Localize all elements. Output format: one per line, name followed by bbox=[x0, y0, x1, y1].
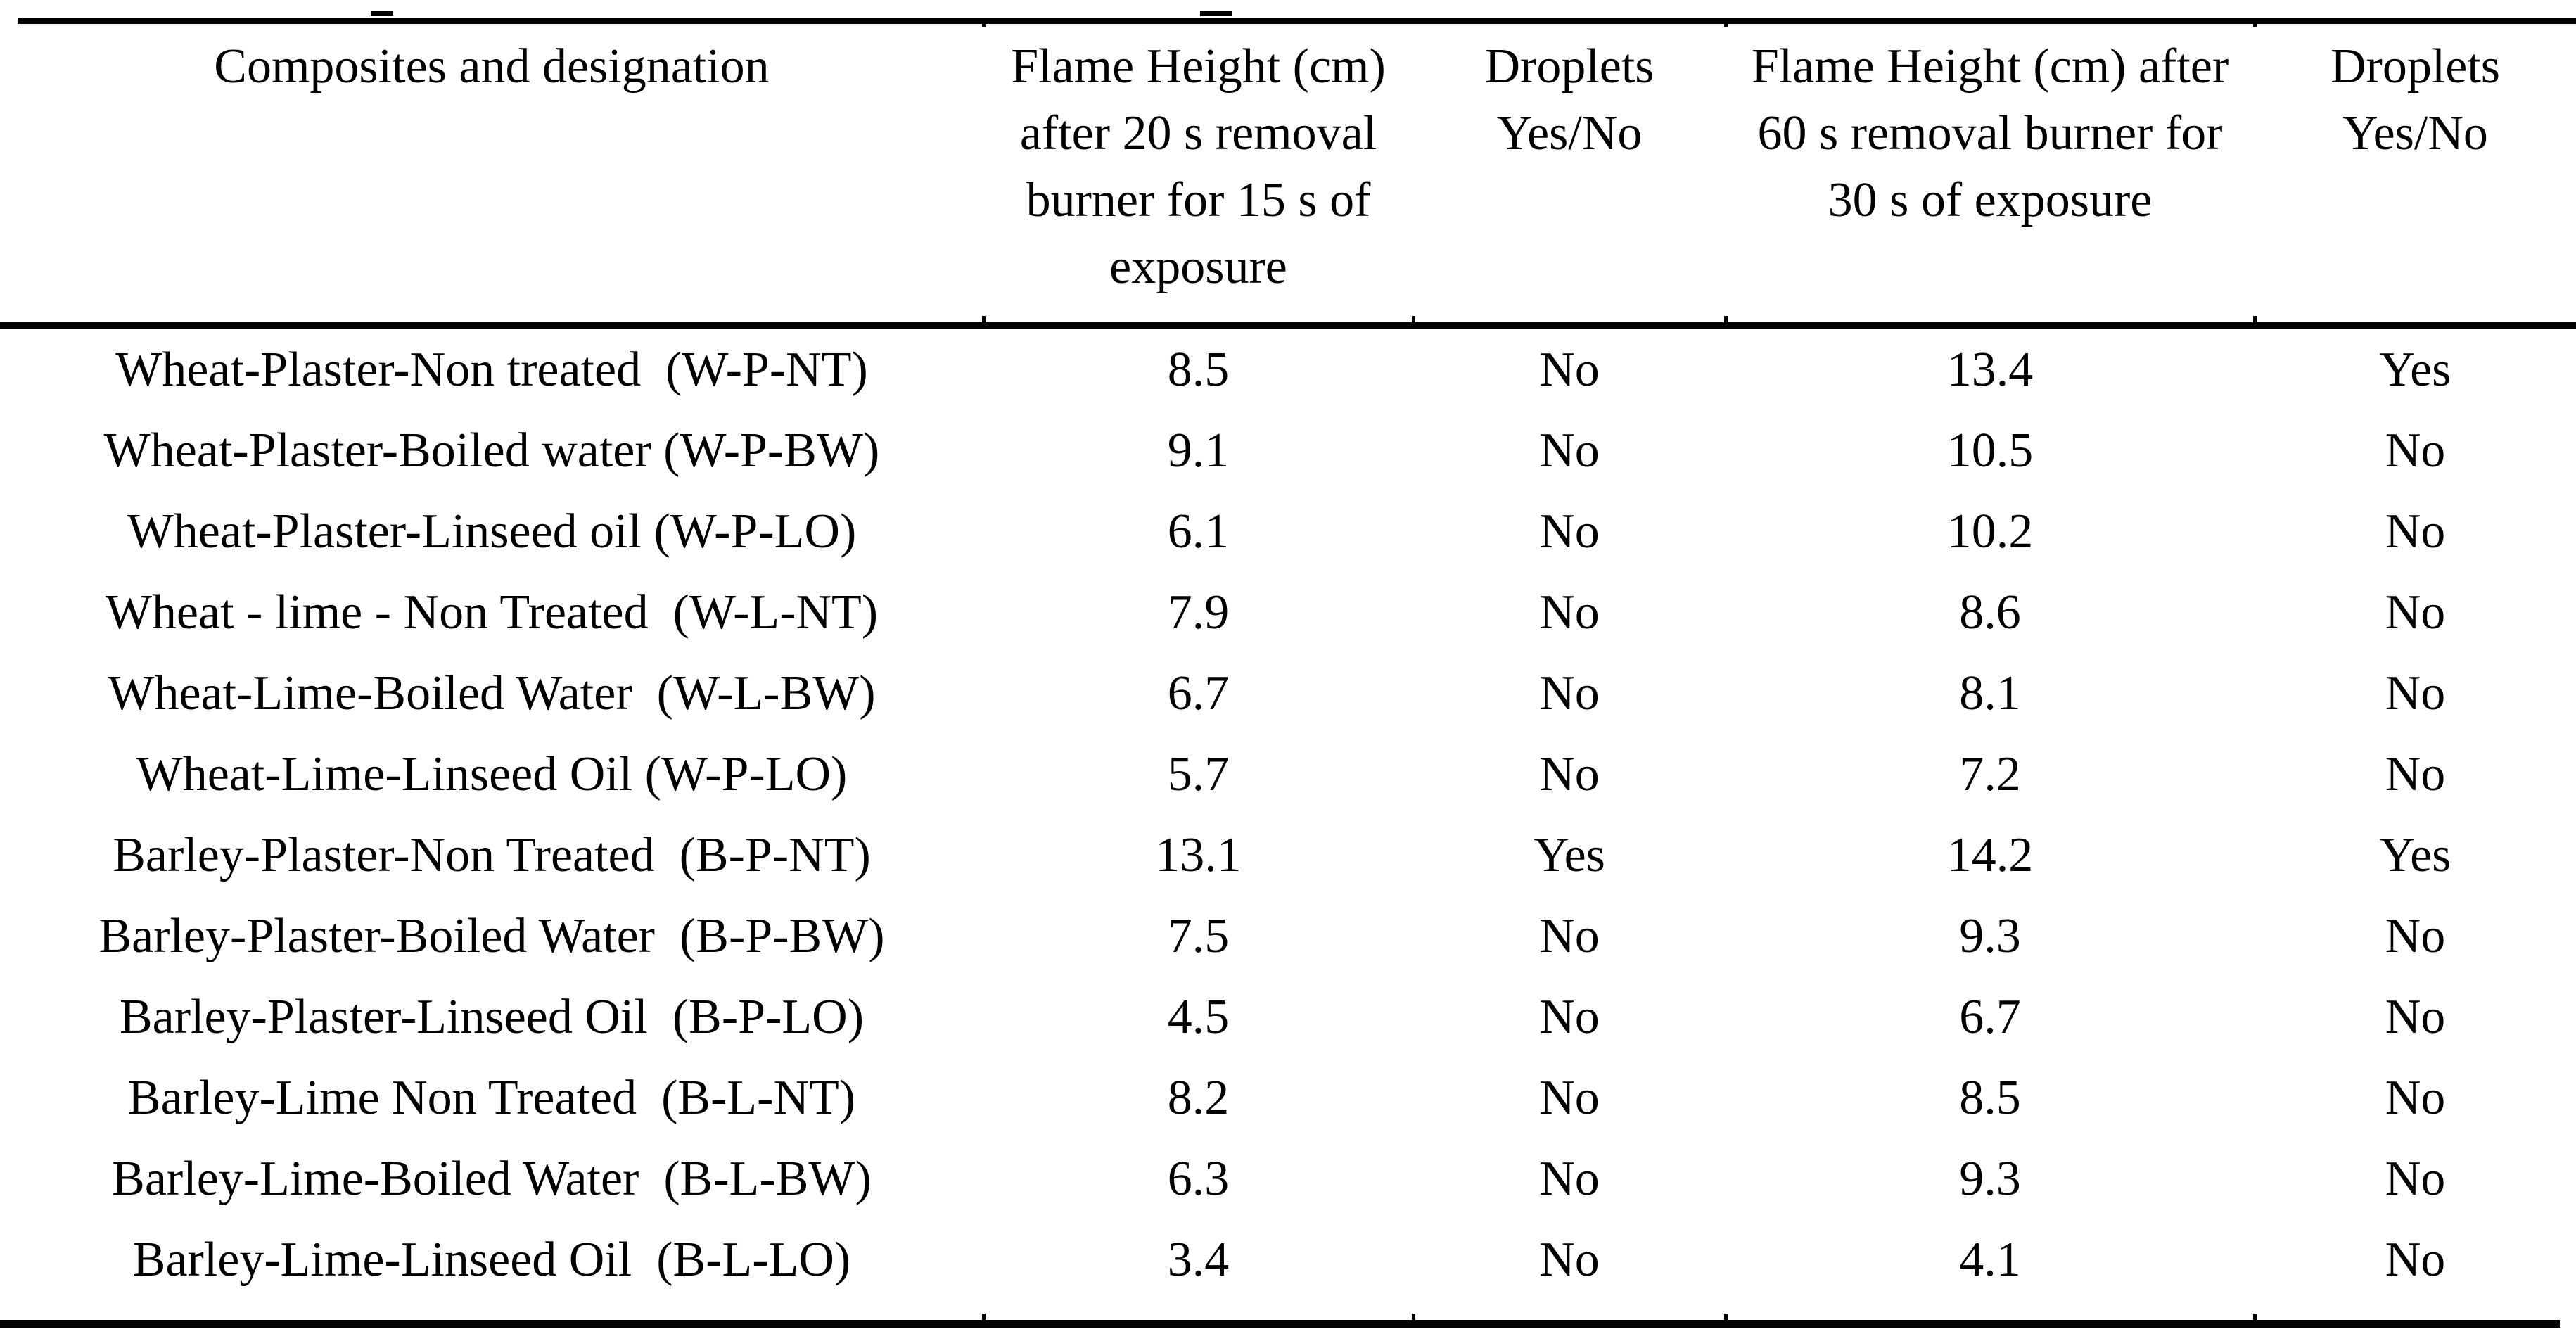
cell-designation: Wheat-Lime-Boiled Water (W-L-BW) bbox=[108, 666, 876, 720]
cell-flame-20s: 13.1 bbox=[1155, 827, 1242, 882]
cell-flame-60s: 13.4 bbox=[1946, 342, 2034, 397]
cell-designation: Barley-Lime Non Treated (B-L-NT) bbox=[127, 1070, 856, 1125]
column-divider-tick bbox=[1724, 316, 1728, 322]
cell-droplets-60s: Yes bbox=[2379, 827, 2451, 882]
cell-flame-60s: 8.1 bbox=[1959, 666, 2021, 720]
cell-flame-20s: 8.2 bbox=[1167, 1070, 1230, 1125]
table-row: Barley-Lime Non Treated (B-L-NT) 8.2 No 8.5… bbox=[0, 1057, 2576, 1138]
column-divider-tick bbox=[2253, 23, 2257, 27]
column-divider-tick bbox=[1412, 1314, 1415, 1320]
cell-flame-60s: 8.5 bbox=[1959, 1070, 2021, 1125]
table-row: Wheat-Plaster-Non treated (W-P-NT) 8.5 No 1… bbox=[0, 329, 2576, 410]
cell-droplets-20s: No bbox=[1539, 989, 1600, 1044]
cell-designation: Barley-Lime-Linseed Oil (B-L-LO) bbox=[132, 1232, 851, 1287]
cell-flame-20s: 4.5 bbox=[1167, 989, 1230, 1044]
cell-designation: Barley-Lime-Boiled Water (B-L-BW) bbox=[112, 1151, 872, 1206]
table-row: Wheat-Lime-Linseed Oil (W-P-LO) 5.7 No 7.2 N… bbox=[0, 734, 2576, 815]
cell-droplets-20s: Yes bbox=[1534, 827, 1605, 882]
cell-droplets-20s: No bbox=[1539, 504, 1600, 559]
cell-designation: Wheat - lime - Non Treated (W-L-NT) bbox=[105, 585, 879, 640]
table-top-rule bbox=[18, 18, 2576, 24]
cell-flame-20s: 8.5 bbox=[1167, 342, 1230, 397]
cell-droplets-60s: No bbox=[2385, 989, 2446, 1044]
cell-flame-20s: 9.1 bbox=[1167, 423, 1230, 478]
cell-flame-60s: 8.6 bbox=[1959, 585, 2021, 640]
column-divider-tick bbox=[982, 23, 986, 27]
cell-droplets-60s: No bbox=[2385, 1151, 2446, 1206]
cell-droplets-20s: No bbox=[1539, 342, 1600, 397]
cell-droplets-60s: No bbox=[2385, 908, 2446, 963]
cell-flame-60s: 6.7 bbox=[1959, 989, 2021, 1044]
cell-flame-20s: 6.7 bbox=[1167, 666, 1230, 720]
column-divider-tick bbox=[2253, 316, 2257, 322]
cell-flame-20s: 6.3 bbox=[1167, 1151, 1230, 1206]
table-row: Barley-Plaster-Linseed Oil (B-P-LO) 4.5 No… bbox=[0, 977, 2576, 1057]
table-row: Wheat-Lime-Boiled Water (W-L-BW) 6.7 No 8.1… bbox=[0, 653, 2576, 734]
cell-droplets-60s: Yes bbox=[2379, 342, 2451, 397]
table-row: Wheat-Plaster-Linseed oil (W-P-LO) 6.1 No 1… bbox=[0, 491, 2576, 572]
cell-flame-60s: 10.2 bbox=[1946, 504, 2034, 559]
cell-flame-20s: 6.1 bbox=[1167, 504, 1230, 559]
cell-droplets-60s: No bbox=[2385, 1232, 2446, 1287]
cropped-text-artifact bbox=[371, 11, 393, 16]
cell-flame-20s: 5.7 bbox=[1167, 746, 1230, 801]
cell-designation: Wheat-Plaster-Boiled water (W-P-BW) bbox=[103, 423, 880, 478]
table-body: Wheat-Plaster-Non treated (W-P-NT) 8.5 No 1… bbox=[0, 329, 2576, 1300]
cell-droplets-60s: No bbox=[2385, 746, 2446, 801]
cell-droplets-20s: No bbox=[1539, 423, 1600, 478]
cell-droplets-20s: No bbox=[1539, 1232, 1600, 1287]
cell-flame-20s: 3.4 bbox=[1167, 1232, 1230, 1287]
cell-droplets-60s: No bbox=[2385, 423, 2446, 478]
cell-droplets-20s: No bbox=[1539, 585, 1600, 640]
cell-designation: Barley-Plaster-Non Treated (B-P-NT) bbox=[113, 827, 871, 882]
table-header-separator-rule bbox=[0, 322, 2576, 329]
cell-designation: Wheat-Plaster-Non treated (W-P-NT) bbox=[115, 342, 868, 397]
cell-flame-60s: 9.3 bbox=[1959, 1151, 2021, 1206]
header-flame-height-60s: Flame Height (cm) after 60 s removal bur… bbox=[1751, 39, 2229, 227]
table-row: Barley-Plaster-Boiled Water (B-P-BW) 7.5 N… bbox=[0, 896, 2576, 977]
header-droplets-20s: Droplets Yes/No bbox=[1484, 39, 1654, 160]
column-divider-tick bbox=[982, 316, 986, 322]
cell-flame-60s: 9.3 bbox=[1959, 908, 2021, 963]
cell-droplets-20s: No bbox=[1539, 666, 1600, 720]
cell-flame-20s: 7.9 bbox=[1167, 585, 1230, 640]
table-row: Barley-Lime-Boiled Water (B-L-BW) 6.3 No 9.… bbox=[0, 1138, 2576, 1219]
cell-designation: Barley-Plaster-Boiled Water (B-P-BW) bbox=[98, 908, 885, 963]
cell-droplets-60s: No bbox=[2385, 666, 2446, 720]
cell-droplets-60s: No bbox=[2385, 585, 2446, 640]
header-flame-height-20s: Flame Height (cm) after 20 s removal bur… bbox=[1011, 39, 1386, 294]
table-row: Wheat - lime - Non Treated (W-L-NT) 7.9 No… bbox=[0, 572, 2576, 653]
cell-droplets-20s: No bbox=[1539, 908, 1600, 963]
table-header-row: Composites and designation Flame Height … bbox=[0, 27, 2576, 322]
header-composites-designation: Composites and designation bbox=[214, 39, 770, 94]
table-row: Barley-Lime-Linseed Oil (B-L-LO) 3.4 No 4.1… bbox=[0, 1219, 2576, 1300]
cell-flame-60s: 14.2 bbox=[1946, 827, 2034, 882]
cell-droplets-60s: No bbox=[2385, 504, 2446, 559]
column-divider-tick bbox=[1724, 1314, 1728, 1320]
column-divider-tick bbox=[982, 1314, 986, 1320]
column-divider-tick bbox=[1724, 23, 1728, 27]
cell-designation: Wheat-Lime-Linseed Oil (W-P-LO) bbox=[136, 746, 848, 801]
table-row: Wheat-Plaster-Boiled water (W-P-BW) 9.1 No… bbox=[0, 410, 2576, 491]
cell-designation: Wheat-Plaster-Linseed oil (W-P-LO) bbox=[127, 504, 857, 559]
cell-droplets-20s: No bbox=[1539, 1070, 1600, 1125]
cell-droplets-20s: No bbox=[1539, 746, 1600, 801]
cell-flame-20s: 7.5 bbox=[1167, 908, 1230, 963]
cell-flame-60s: 7.2 bbox=[1959, 746, 2021, 801]
cell-droplets-60s: No bbox=[2385, 1070, 2446, 1125]
column-divider-tick bbox=[2253, 1314, 2257, 1320]
cell-droplets-20s: No bbox=[1539, 1151, 1600, 1206]
table-bottom-rule bbox=[0, 1320, 2560, 1328]
cell-flame-60s: 4.1 bbox=[1959, 1232, 2021, 1287]
table-row: Barley-Plaster-Non Treated (B-P-NT) 13.1 Y… bbox=[0, 815, 2576, 896]
header-droplets-60s: Droplets Yes/No bbox=[2330, 39, 2501, 160]
cropped-text-artifact bbox=[1200, 11, 1232, 16]
cell-designation: Barley-Plaster-Linseed Oil (B-P-LO) bbox=[119, 989, 865, 1044]
column-divider-tick bbox=[1412, 316, 1415, 322]
cell-flame-60s: 10.5 bbox=[1946, 423, 2034, 478]
